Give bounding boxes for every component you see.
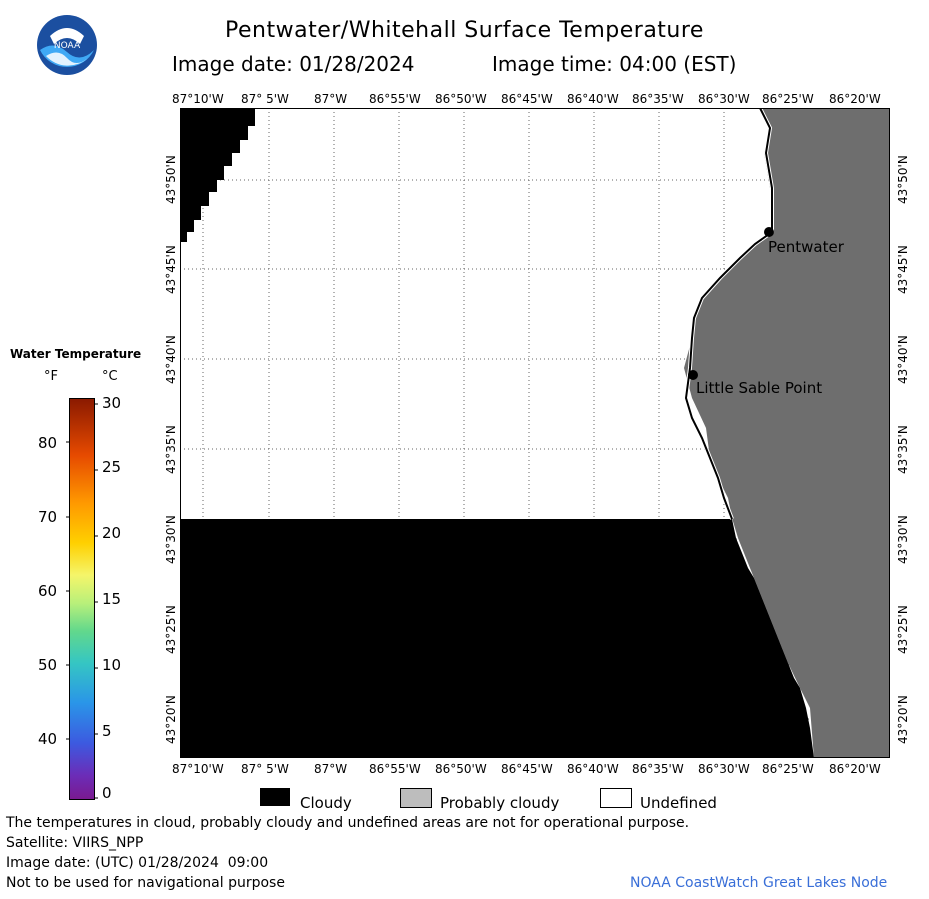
- cloud-region-south: [180, 519, 814, 758]
- satellite-text: Satellite: VIIRS_NPP: [6, 835, 144, 851]
- map-panel: Pentwater Little Sable Point: [180, 107, 890, 758]
- lon-tick-top: 86°40'W: [567, 92, 619, 106]
- lon-tick-bottom: 87°10'W: [172, 762, 224, 776]
- lat-tick-right: 43°25'N: [896, 605, 910, 654]
- pentwater-marker: [764, 227, 774, 237]
- page-title: Pentwater/Whitehall Surface Temperature: [225, 18, 704, 43]
- lat-tick-right: 43°20'N: [896, 695, 910, 744]
- map-svg: [180, 107, 890, 758]
- lon-tick-bottom: 86°50'W: [435, 762, 487, 776]
- c-tick: 25: [102, 458, 122, 476]
- lat-tick-left: 43°20'N: [164, 695, 178, 744]
- f-tick: 60: [38, 582, 58, 600]
- lon-tick-bottom: 86°45'W: [501, 762, 553, 776]
- logo-text: NOAA: [54, 41, 81, 51]
- noaa-logo: NOAA: [36, 14, 98, 76]
- pentwater-label: Pentwater: [768, 238, 844, 256]
- little-sable-point-label: Little Sable Point: [696, 379, 823, 397]
- c-tick: 0: [102, 784, 112, 802]
- lon-tick-bottom: 86°30'W: [698, 762, 750, 776]
- lon-tick-top: 87° 5'W: [241, 92, 289, 106]
- lat-tick-left: 43°40'N: [164, 335, 178, 384]
- lat-tick-right: 43°30'N: [896, 515, 910, 564]
- temperature-color-bar: [69, 398, 95, 800]
- c-tick: 30: [102, 394, 122, 412]
- legend-title: Water Temperature: [10, 347, 142, 361]
- lat-tick-right: 43°45'N: [896, 245, 910, 294]
- image-time: Image time: 04:00 (EST): [492, 52, 737, 76]
- nav-warning-text: Not to be used for navigational purpose: [6, 875, 285, 891]
- lon-tick-top: 86°30'W: [698, 92, 750, 106]
- lat-tick-left: 43°35'N: [164, 425, 178, 474]
- land-region: [684, 108, 890, 758]
- lon-tick-bottom: 87°W: [314, 762, 348, 776]
- f-tick: 80: [38, 434, 58, 452]
- lon-tick-top: 86°25'W: [762, 92, 814, 106]
- c-tick: 10: [102, 656, 122, 674]
- f-tick: 50: [38, 656, 58, 674]
- image-date: Image date: 01/28/2024: [172, 52, 415, 76]
- lon-tick-bottom: 86°25'W: [762, 762, 814, 776]
- lon-tick-top: 86°55'W: [369, 92, 421, 106]
- unit-f: °F: [44, 369, 58, 384]
- lat-tick-right: 43°40'N: [896, 335, 910, 384]
- c-tick: 20: [102, 524, 122, 542]
- lat-tick-left: 43°50'N: [164, 155, 178, 204]
- lat-tick-right: 43°50'N: [896, 155, 910, 204]
- key-label-probably-cloudy: Probably cloudy: [440, 794, 560, 812]
- lon-tick-top: 86°45'W: [501, 92, 553, 106]
- lon-tick-bottom: 87° 5'W: [241, 762, 289, 776]
- lon-tick-bottom: 86°20'W: [829, 762, 881, 776]
- lat-tick-left: 43°45'N: [164, 245, 178, 294]
- lon-tick-bottom: 86°40'W: [567, 762, 619, 776]
- cloud-region-north: [180, 108, 255, 242]
- key-label-undefined: Undefined: [640, 794, 717, 812]
- lat-tick-left: 43°30'N: [164, 515, 178, 564]
- key-swatch-cloudy: [260, 788, 290, 806]
- f-tick: 70: [38, 508, 58, 526]
- f-tick: 40: [38, 730, 58, 748]
- unit-c: °C: [102, 369, 118, 384]
- utc-date-text: Image date: (UTC) 01/28/2024 09:00: [6, 855, 269, 871]
- c-tick: 5: [102, 722, 112, 740]
- lon-tick-top: 87°W: [314, 92, 348, 106]
- lon-tick-bottom: 86°55'W: [369, 762, 421, 776]
- lon-tick-bottom: 86°35'W: [632, 762, 684, 776]
- lat-tick-right: 43°35'N: [896, 425, 910, 474]
- little-sable-point-marker: [688, 370, 698, 380]
- key-swatch-undefined: [600, 788, 632, 808]
- disclaimer-text: The temperatures in cloud, probably clou…: [6, 815, 690, 831]
- lon-tick-top: 86°35'W: [632, 92, 684, 106]
- c-tick: 15: [102, 590, 122, 608]
- credit-link[interactable]: NOAA CoastWatch Great Lakes Node: [630, 875, 888, 891]
- lon-tick-top: 86°50'W: [435, 92, 487, 106]
- key-label-cloudy: Cloudy: [300, 794, 352, 812]
- lon-tick-top: 86°20'W: [829, 92, 881, 106]
- color-bar-ticks: [60, 398, 104, 800]
- lat-tick-left: 43°25'N: [164, 605, 178, 654]
- key-swatch-probably-cloudy: [400, 788, 432, 808]
- lon-tick-top: 87°10'W: [172, 92, 224, 106]
